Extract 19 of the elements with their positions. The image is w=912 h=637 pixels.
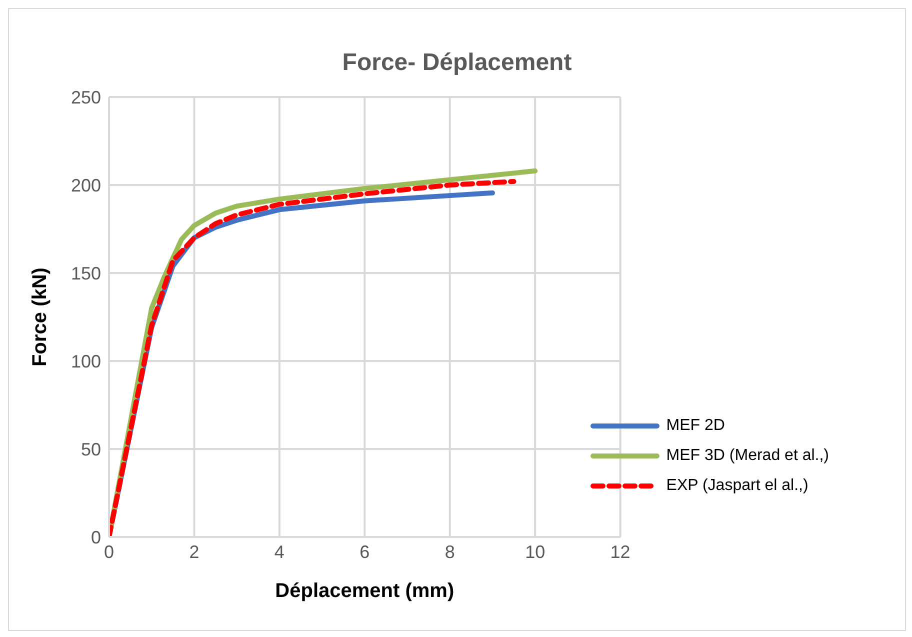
x-tick-label: 6 <box>360 542 370 562</box>
y-tick-label: 0 <box>90 527 101 548</box>
x-axis-title: Déplacement (mm) <box>275 580 454 602</box>
y-tick-label: 100 <box>70 351 101 372</box>
x-tick-label: 4 <box>274 542 284 562</box>
x-tick-label: 0 <box>104 542 114 562</box>
y-axis-title: Force (kN) <box>29 268 52 366</box>
x-tick-label: 12 <box>610 542 630 562</box>
x-tick-label: 8 <box>444 542 455 562</box>
legend-label: EXP (Jaspart el al.,) <box>666 477 808 495</box>
x-tick-label: 10 <box>525 542 546 562</box>
x-tick-label: 2 <box>189 542 200 562</box>
chart-title: Force- Déplacement <box>341 49 573 77</box>
legend-label: MEF 3D (Merad et al.,) <box>666 447 829 465</box>
y-tick-label: 50 <box>80 439 101 460</box>
y-tick-label: 200 <box>70 175 101 196</box>
y-tick-label: 250 <box>70 87 101 108</box>
legend-label: MEF 2D <box>666 417 725 435</box>
y-tick-label: 150 <box>70 263 101 284</box>
